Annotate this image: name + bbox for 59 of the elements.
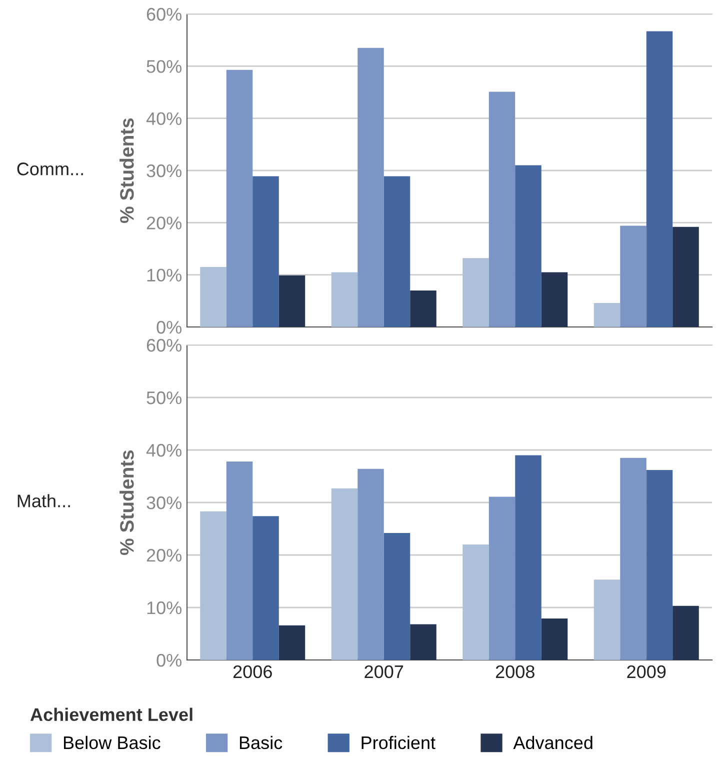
bar (462, 258, 489, 327)
text: Comm... (17, 162, 83, 176)
legend-label: Below Basic (64, 736, 160, 750)
bar (515, 165, 542, 327)
y-tick-label: 30% (146, 164, 182, 178)
y-tick-label: 40% (146, 112, 182, 126)
y-tick-label: 0% (156, 654, 182, 667)
x-tick-label: 2007 (364, 665, 404, 678)
bar (252, 516, 279, 660)
bar (488, 92, 516, 327)
y-tick-label: 60% (146, 8, 182, 21)
x-tick-label: 2009 (627, 665, 666, 678)
bar (358, 48, 384, 327)
bar (278, 625, 306, 660)
y-tick-label: 0% (156, 320, 182, 334)
bar (515, 455, 542, 660)
bar (488, 496, 516, 660)
bar (594, 303, 620, 327)
text: Math... (18, 494, 70, 508)
bar (620, 226, 646, 327)
bar (646, 31, 673, 327)
bar (462, 544, 489, 660)
x-tick-label: 2008 (496, 665, 534, 678)
bar (200, 511, 226, 660)
legend-label: Advanced (513, 736, 592, 750)
y-tick-label: 20% (146, 548, 182, 562)
y-tick-label: 40% (146, 444, 182, 457)
y-tick-label: 50% (146, 60, 182, 73)
y-tick-label: 30% (146, 496, 182, 510)
legend-label: Proficient (362, 736, 436, 750)
bar (541, 618, 568, 660)
bar (384, 176, 410, 327)
bar (672, 226, 699, 327)
bar (594, 580, 620, 660)
x-tick-label: 2006 (233, 665, 272, 678)
bar (200, 267, 226, 327)
bar (620, 458, 646, 660)
y-axis-title: % Students (120, 118, 134, 223)
bar (672, 606, 699, 660)
legend-title: Achievement Level (30, 708, 192, 722)
y-tick-label: 50% (146, 391, 182, 404)
bar (358, 468, 384, 660)
bar (278, 275, 306, 327)
legend-label: Basic (240, 736, 282, 750)
bar (331, 488, 358, 660)
bar (384, 532, 410, 660)
y-tick-label: 20% (146, 216, 182, 230)
bar (226, 462, 253, 660)
y-axis-title: % Students (120, 450, 134, 555)
bar (331, 272, 358, 327)
bar (541, 272, 568, 327)
y-tick-label: 10% (147, 268, 182, 282)
bar (410, 624, 436, 660)
bar (252, 176, 279, 327)
y-tick-label: 60% (146, 338, 182, 352)
bar (646, 470, 673, 660)
bar (226, 70, 253, 327)
bar (410, 290, 436, 327)
y-tick-label: 10% (147, 601, 182, 614)
